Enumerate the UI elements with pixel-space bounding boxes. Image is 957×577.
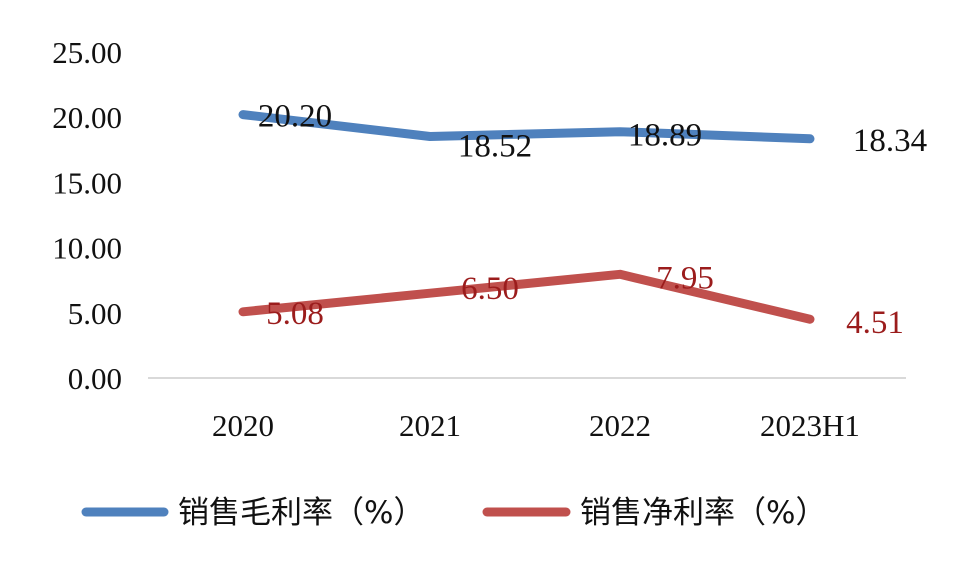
series-lines (238, 110, 815, 324)
x-tick-label: 2022 (589, 408, 651, 443)
series-line-2 (238, 269, 815, 324)
legend-label-1: 销售毛利率（%） (178, 495, 424, 531)
data-label: 18.52 (458, 128, 532, 164)
data-label: 6.50 (461, 271, 519, 307)
data-labels: 20.20 18.52 18.89 18.34 5.08 6.50 7.95 4.51 (258, 99, 927, 342)
y-tick-label: 15.00 (52, 165, 122, 200)
y-tick-label: 5.00 (68, 296, 122, 331)
data-label: 18.89 (628, 118, 702, 154)
data-label: 4.51 (846, 305, 904, 341)
y-tick-label: 20.00 (52, 100, 122, 135)
y-tick-label: 25.00 (52, 35, 122, 70)
y-tick-label: 0.00 (68, 361, 122, 396)
x-tick-label: 2020 (212, 408, 274, 443)
data-label: 18.34 (853, 123, 927, 159)
data-label: 5.08 (266, 296, 324, 332)
legend: 销售毛利率（%） 销售净利率（%） (81, 495, 826, 531)
y-axis-ticks: 0.00 5.00 10.00 15.00 20.00 25.00 (52, 35, 122, 396)
data-label: 7.95 (656, 260, 714, 296)
data-label: 20.20 (258, 99, 332, 135)
y-tick-label: 10.00 (52, 231, 122, 266)
x-tick-label: 2021 (399, 408, 461, 443)
series-line-1 (238, 110, 815, 144)
x-tick-label: 2023H1 (760, 408, 860, 443)
x-axis-ticks: 2020 2021 2022 2023H1 (212, 408, 860, 443)
legend-label-2: 销售净利率（%） (580, 495, 826, 531)
